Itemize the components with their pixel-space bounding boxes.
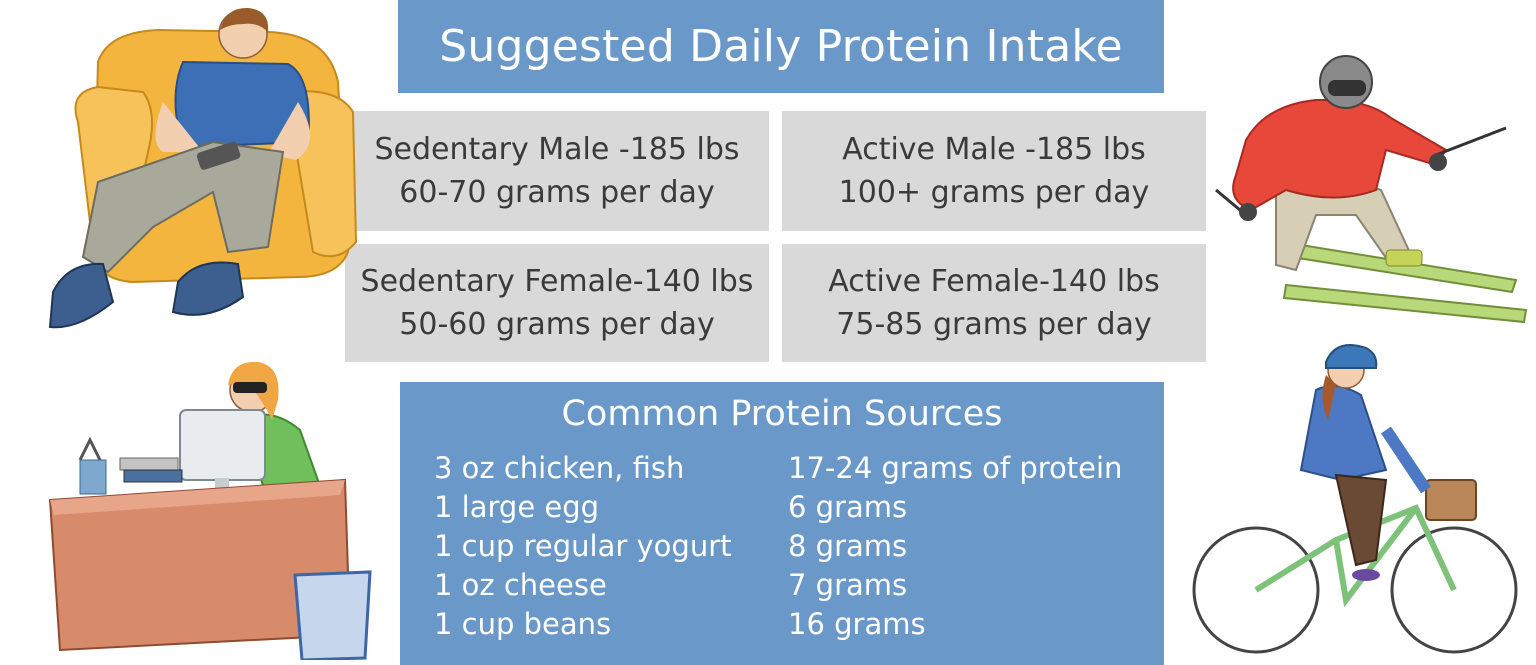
card-sedentary-female: Sedentary Female-140 lbs 50-60 grams per… — [345, 244, 769, 362]
table-row: 1 large egg 6 grams — [434, 487, 1154, 526]
table-row: 1 cup regular yogurt 8 grams — [434, 526, 1154, 565]
source-item: 1 cup beans — [434, 606, 612, 641]
woman-at-desk-illustration — [48, 361, 372, 660]
card-label: Sedentary Female-140 lbs — [360, 264, 754, 299]
man-in-armchair-illustration — [48, 7, 358, 329]
card-value: 50-60 grams per day — [399, 307, 715, 342]
source-amount: 16 grams — [788, 606, 926, 641]
card-label: Active Male -185 lbs — [842, 132, 1146, 167]
source-item: 1 cup regular yogurt — [434, 528, 732, 563]
table-row: 1 cup beans 16 grams — [434, 604, 1154, 643]
source-amount: 6 grams — [788, 489, 908, 524]
card-value: 60-70 grams per day — [399, 175, 715, 210]
card-sedentary-male: Sedentary Male -185 lbs 60-70 grams per … — [345, 111, 769, 231]
table-row: 1 oz cheese 7 grams — [434, 565, 1154, 604]
table-row: 3 oz chicken, fish 17-24 grams of protei… — [434, 448, 1154, 487]
source-item: 3 oz chicken, fish — [434, 450, 685, 485]
source-amount: 7 grams — [788, 567, 908, 602]
card-value: 100+ grams per day — [838, 175, 1150, 210]
source-item: 1 large egg — [434, 489, 600, 524]
card-label: Active Female-140 lbs — [828, 264, 1160, 299]
source-amount: 17-24 grams of protein — [788, 450, 1123, 485]
card-active-female: Active Female-140 lbs 75-85 grams per da… — [782, 244, 1206, 362]
skier-illustration — [1215, 55, 1528, 324]
card-label: Sedentary Male -185 lbs — [374, 132, 740, 167]
page-title: Suggested Daily Protein Intake — [398, 0, 1164, 93]
sources-heading: Common Protein Sources — [561, 394, 1003, 434]
source-amount: 8 grams — [788, 528, 908, 563]
sources-table: 3 oz chicken, fish 17-24 grams of protei… — [434, 448, 1154, 643]
source-item: 1 oz cheese — [434, 567, 607, 602]
card-value: 75-85 grams per day — [836, 307, 1152, 342]
cyclist-illustration — [1192, 344, 1518, 654]
protein-sources-panel: Common Protein Sources 3 oz chicken, fis… — [400, 382, 1164, 665]
card-active-male: Active Male -185 lbs 100+ grams per day — [782, 111, 1206, 231]
